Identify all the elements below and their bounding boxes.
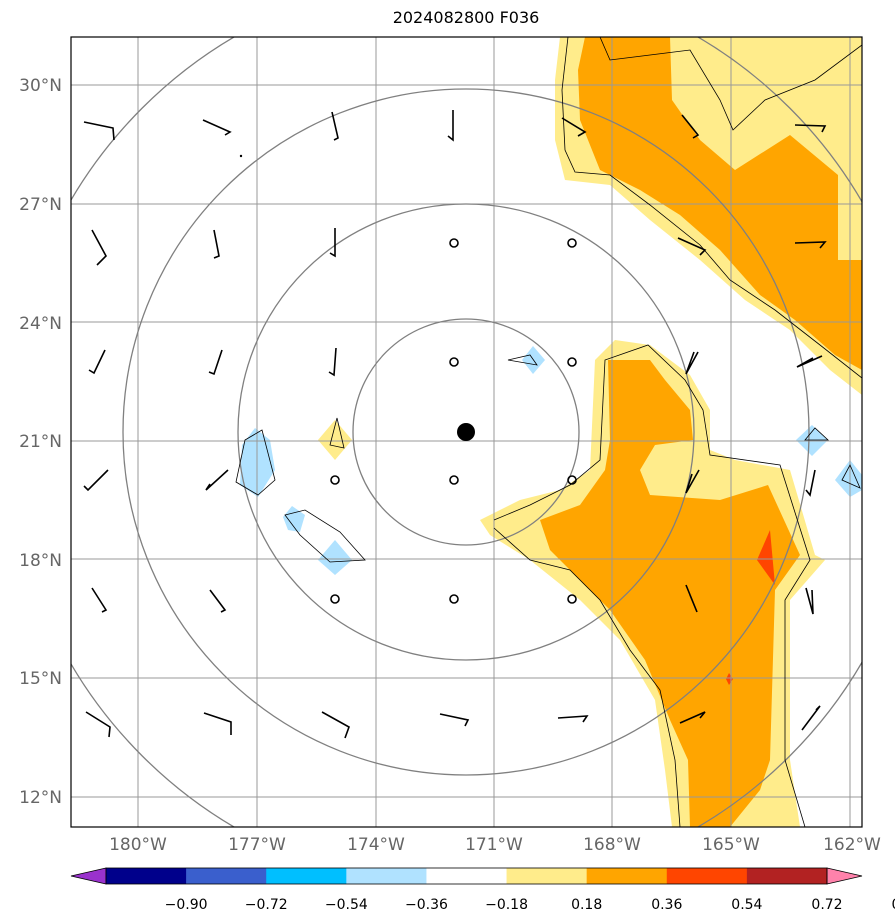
colorbar: −0.90 −0.72 −0.54 −0.36 −0.18 0.18 0.36 0.54 0.7…	[70, 867, 895, 913]
negative-region-southwest-2	[318, 540, 352, 575]
graticule	[71, 37, 862, 827]
contour-lines	[235, 37, 862, 827]
lat-label-21n: 21°N	[19, 432, 62, 452]
lon-label-162w: 162°W	[823, 835, 881, 855]
colorbar-extend-min	[70, 867, 107, 885]
colorbar-segment	[746, 868, 828, 884]
map-frame	[70, 36, 863, 828]
lat-label-18n: 18°N	[19, 551, 62, 571]
colorbar-segment	[586, 868, 668, 884]
wind-barbs	[83, 110, 827, 739]
colorbar-segment	[106, 868, 187, 884]
positive-region-red	[757, 530, 775, 585]
lon-label-180w: 180°W	[109, 835, 167, 855]
colorbar-tick-label: 0.36	[651, 897, 682, 913]
tiny-marker	[239, 154, 243, 158]
colorbar-segment	[346, 868, 427, 884]
colorbar-outline	[105, 867, 828, 885]
colorbar-tick-label: −0.90	[165, 897, 208, 913]
lat-label-30n: 30°N	[19, 76, 62, 96]
colorbar-tick-label: 0.54	[731, 897, 762, 913]
lon-label-177w: 177°W	[228, 835, 286, 855]
colorbar-segment	[666, 868, 748, 884]
lon-label-171w: 171°W	[465, 835, 523, 855]
colorbar-extend-max	[826, 867, 863, 885]
colorbar-tick-label: 0.90	[892, 897, 895, 913]
lat-label-15n: 15°N	[19, 669, 62, 689]
colorbar-tick-label: −0.54	[325, 897, 368, 913]
map-title: 2024082800 F036	[392, 8, 540, 27]
positive-region-red-dot	[726, 673, 733, 685]
colorbar-tick-label: −0.18	[485, 897, 528, 913]
colorbar-segment	[426, 868, 508, 884]
colorbar-tick-label: −0.72	[245, 897, 288, 913]
lon-label-168w: 168°W	[583, 835, 641, 855]
lon-label-174w: 174°W	[347, 835, 405, 855]
longitude-labels: 180°W 177°W 174°W 171°W 168°W 165°W 162°…	[109, 835, 881, 855]
range-rings	[71, 37, 862, 827]
storm-center-marker	[457, 423, 475, 441]
positive-region-southeast-orange	[540, 360, 800, 827]
colorbar-segment	[266, 868, 347, 884]
lat-label-12n: 12°N	[19, 788, 62, 808]
lat-label-24n: 24°N	[19, 314, 62, 334]
lon-label-165w: 165°W	[702, 835, 760, 855]
lat-label-27n: 27°N	[19, 195, 62, 215]
negative-region-southwest	[283, 506, 305, 532]
positive-region-west-small	[318, 420, 352, 460]
colorbar-segment	[506, 868, 588, 884]
negative-region-east-2	[835, 460, 862, 497]
colorbar-tick-label: 0.72	[811, 897, 842, 913]
colorbar-tick-label: −0.36	[405, 897, 448, 913]
colorbar-tick-label: 0.18	[571, 897, 602, 913]
calm-wind-markers	[330, 238, 577, 604]
colorbar-segment	[186, 868, 267, 884]
latitude-labels: 30°N 27°N 24°N 21°N 18°N 15°N 12°N	[19, 76, 62, 808]
